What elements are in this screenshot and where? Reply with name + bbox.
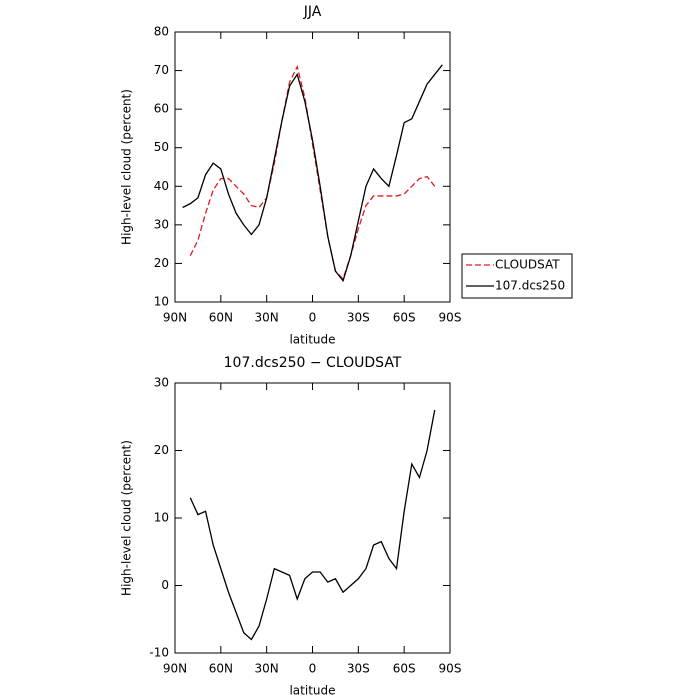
y-tick-label: 50 [154,140,169,154]
legend-label: 107.dcs250 [495,279,565,293]
y-tick-label: 40 [154,179,169,193]
x-axis-label: latitude [289,684,335,698]
plot-frame [174,382,451,654]
y-tick-label: 10 [154,295,169,309]
x-tick-label: 90N [163,662,187,676]
y-tick-label: 20 [154,256,169,270]
y-tick-label: 30 [154,376,169,390]
x-tick-label: 30N [255,311,279,325]
legend-label: CLOUDSAT [495,258,560,272]
y-tick-label: 0 [161,578,169,592]
data-line [189,64,436,281]
x-tick-label: 30N [255,662,279,676]
y-tick-label: 80 [154,25,169,39]
y-axis-label: High-level cloud (percent) [120,89,134,245]
x-tick-label: 60N [209,311,233,325]
x-tick-label: 90S [439,662,462,676]
x-tick-label: 60N [209,662,233,676]
x-tick-label: 0 [309,311,317,325]
y-tick-label: 30 [154,217,169,231]
plot-frame [174,31,451,303]
data-line [189,409,436,641]
data-line [182,64,443,283]
y-tick-label: 10 [154,511,169,525]
y-tick-label: 60 [154,102,169,116]
y-axis-label: High-level cloud (percent) [120,440,134,596]
x-tick-label: 60S [393,662,416,676]
chart-title: 107.dcs250 − CLOUDSAT [224,355,402,371]
x-tick-label: 90N [163,311,187,325]
x-tick-label: 0 [309,662,317,676]
x-tick-label: 30S [347,662,370,676]
x-tick-label: 90S [439,311,462,325]
legend-box [461,253,573,299]
y-tick-label: 70 [154,63,169,77]
y-tick-label: 20 [154,443,169,457]
y-tick-label: -10 [149,646,169,660]
x-tick-label: 30S [347,311,370,325]
chart-title: JJA [303,4,322,20]
x-tick-label: 60S [393,311,416,325]
x-axis-label: latitude [289,333,335,347]
